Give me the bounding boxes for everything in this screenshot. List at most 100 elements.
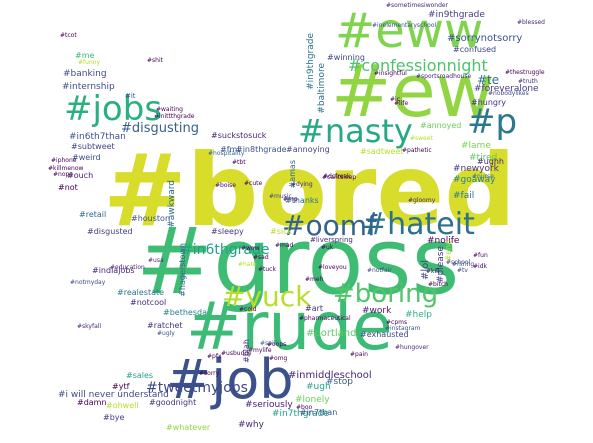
word-truth: #truth xyxy=(518,78,538,85)
word-in7thgrade: #in7thgrade xyxy=(272,409,329,419)
word-hungry: #hungry xyxy=(471,98,507,107)
word-ohwell: #ohwell xyxy=(106,401,139,410)
word-pfx: #pfx xyxy=(207,353,222,360)
word-sad: #sad xyxy=(253,254,269,261)
word-confused: #confused xyxy=(453,45,497,54)
word-in8thgrade: #in8thgrade xyxy=(236,145,287,154)
word-help: #help xyxy=(405,310,432,320)
word-tcot: #tcot xyxy=(60,32,77,39)
word-mylife: #mylife xyxy=(248,347,272,354)
word-liverspring: #liverspring xyxy=(310,236,353,244)
word-gloomy: #gloomy xyxy=(408,197,436,204)
word-ouch: #ouch xyxy=(67,171,94,180)
word-dcfreak: #dcfreak xyxy=(323,173,351,180)
word-tired: #tired xyxy=(469,153,498,163)
word-ic: #ic xyxy=(390,96,400,103)
word-ughh: #ughh xyxy=(477,157,504,166)
word-sweet: #sweet xyxy=(410,135,433,142)
word-lonely: #lonely xyxy=(295,395,330,405)
word-education: #education xyxy=(110,264,145,271)
word-funny: #funny xyxy=(78,59,101,66)
word-job: #job xyxy=(166,348,294,411)
word-usbuddy: #usbuddy xyxy=(221,350,252,357)
word-portland: #portland xyxy=(306,328,357,339)
word-gross: #gross xyxy=(136,208,460,315)
word-ytf: #ytf xyxy=(112,382,130,391)
word-meh: #meh xyxy=(305,276,324,283)
word-tbt: #tbt xyxy=(232,159,246,166)
word-boring: #boring xyxy=(333,279,439,309)
word-banking: #banking xyxy=(63,69,107,79)
word-cold: #cold xyxy=(239,306,257,313)
word-blessed: #blessed xyxy=(517,19,545,26)
word-te: #te xyxy=(477,73,500,87)
word-in9thgrade-vertical: #in9thgrade xyxy=(306,33,316,90)
word-idk: #idk xyxy=(473,263,487,270)
word-omg: #omg xyxy=(269,355,288,362)
word-it: #it xyxy=(125,92,136,100)
word-sorrynotsorry: #sorrynotsorry xyxy=(447,33,523,44)
word-whatever: #whatever xyxy=(166,423,211,432)
word-in6thgrade: #in6thgrade xyxy=(181,242,270,258)
word-spill: #spill xyxy=(260,340,277,347)
word-weird: #weird xyxy=(72,153,101,162)
word-houston: #houston xyxy=(131,214,171,223)
word-life: #life xyxy=(394,100,409,107)
word-mad: #mad xyxy=(275,242,294,249)
word-lame: #lame xyxy=(461,141,491,151)
word-sorry: #sorry xyxy=(199,370,220,377)
word-me: #me xyxy=(75,51,95,60)
word-eww: #eww xyxy=(335,3,484,59)
word-damn: #damn xyxy=(77,398,107,407)
word-instagram: #instagram xyxy=(385,325,421,332)
word-music: #music xyxy=(269,193,292,200)
word-rude: #rude xyxy=(186,288,393,365)
word-hagerstown: #hagerstown xyxy=(178,243,187,297)
word-nobodylikes: #nobodylikes xyxy=(488,90,529,97)
word-bethesda: #bethesda xyxy=(163,308,207,317)
word-oops: #oops xyxy=(267,341,287,348)
word-iwillneverunderstand: #i will never understand xyxy=(58,390,169,400)
word-cute: #cute xyxy=(244,180,263,187)
word-in6th7than: #in6th7than xyxy=(69,132,126,142)
word-realestate: #realestate xyxy=(117,288,165,297)
word-hateit: #hateit xyxy=(362,207,475,242)
word-sick: #sick xyxy=(270,227,293,236)
word-ew: #ew xyxy=(331,49,495,133)
word-bye: #bye xyxy=(103,413,125,422)
word-insightful: #insightful xyxy=(374,70,407,77)
word-confessionnight: #confessionnight xyxy=(348,56,488,75)
word-tweetmyjobs: #tweetmyjobs xyxy=(146,380,248,396)
word-annoying: #annoying xyxy=(286,145,330,154)
word-why: #why xyxy=(238,420,264,430)
word-boo: #boo xyxy=(296,404,313,411)
word-inittthgrade: #inittthgrade xyxy=(154,113,195,120)
word-inelementaryschool: #inelementaryschool xyxy=(372,22,437,29)
word-pain: #pain xyxy=(350,351,368,358)
word-notmyday: #notmyday xyxy=(70,279,106,286)
word-thanks: #thanks xyxy=(285,196,319,205)
word-disgusted: #disgusted xyxy=(87,227,133,236)
word-awkward: #awkward xyxy=(167,180,177,228)
word-school: #school xyxy=(446,259,471,266)
word-sleepy: #sleepy xyxy=(211,227,244,236)
word-kill: #kill xyxy=(426,268,440,275)
word-nolife: #nolife xyxy=(427,236,460,246)
word-disgusting: #disgusting xyxy=(121,121,199,136)
word-yuck: #yuck xyxy=(222,280,312,313)
word-pathetic: #pathetic xyxy=(402,147,432,154)
word-sadtweet: #sadtweet xyxy=(360,147,404,156)
word-thestruggle: #thestruggle xyxy=(505,69,545,76)
word-ratchet: #ratchet xyxy=(147,321,183,330)
word-pharmaceutical: #pharmaceutical xyxy=(299,315,351,322)
word-sales: #sales xyxy=(126,371,154,380)
word-exhausted: #exhausted xyxy=(360,330,409,339)
word-wow: #wow xyxy=(241,245,260,252)
word-fml: #fml xyxy=(220,145,240,154)
word-sportsroadhouse: #sportsroadhouse xyxy=(416,73,472,80)
word-cantsleep: #cantsleep xyxy=(322,174,357,181)
word-waiting: #waiting xyxy=(156,106,183,113)
word-foreveralone: #foreveralone xyxy=(474,84,539,94)
word-loveyou: #loveyou xyxy=(318,264,347,271)
